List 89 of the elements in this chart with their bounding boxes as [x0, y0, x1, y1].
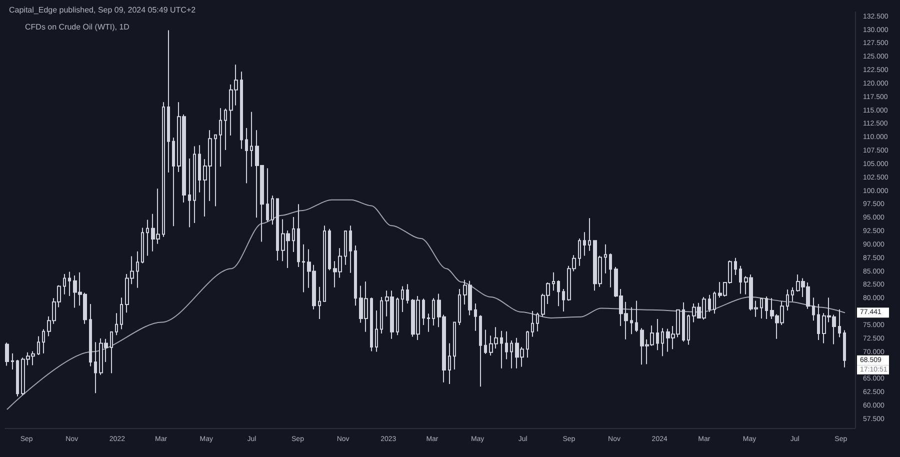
candlestick: [838, 308, 841, 338]
candlestick: [344, 230, 347, 266]
candlestick: [271, 195, 274, 226]
candlestick: [562, 288, 565, 312]
candlestick: [68, 271, 71, 296]
candlestick: [375, 310, 378, 352]
candlestick: [323, 225, 326, 302]
candlestick: [760, 298, 763, 319]
candlestick: [661, 328, 664, 357]
candlestick: [708, 294, 711, 313]
text: CFDs on Crude Oil (WTI), 1D: [25, 22, 130, 32]
candlestick: [739, 265, 742, 294]
candlestick: [765, 296, 768, 320]
candlestick: [136, 250, 139, 288]
candlestick: [474, 302, 477, 332]
candlestick: [526, 330, 529, 358]
candlestick: [172, 137, 175, 227]
candlestick: [713, 291, 716, 314]
candlestick: [11, 352, 14, 370]
candlestick: [349, 225, 352, 274]
candlestick: [609, 253, 612, 288]
candlestick: [146, 219, 149, 256]
candlestick: [791, 286, 794, 302]
candlestick: [16, 359, 19, 397]
candlestick: [141, 227, 144, 264]
candlestick: [448, 342, 451, 384]
candlestick: [266, 168, 269, 222]
candlestick: [583, 232, 586, 256]
candlestick: [318, 286, 321, 320]
candlestick: [193, 146, 196, 224]
chart-subtitle: Capital_Edge published, Sep 09, 2024 05:49 UTC+2: [9, 6, 196, 14]
candlestick: [240, 71, 243, 150]
candlestick: [843, 330, 846, 368]
candlestick: [302, 244, 305, 293]
candlestick: [510, 340, 513, 369]
candlestick: [110, 330, 113, 374]
candlestick: [588, 218, 591, 252]
candlestick: [63, 273, 66, 295]
candlestick: [167, 30, 170, 173]
candlestick: [427, 313, 430, 332]
candlestick: [604, 244, 607, 274]
candlestick: [245, 127, 248, 184]
candlestick: [531, 310, 534, 338]
candlestick: [224, 108, 227, 150]
line-series: [6, 199, 846, 410]
candlestick: [120, 297, 123, 330]
candlestick: [214, 134, 217, 207]
candlestick: [635, 300, 638, 332]
candlestick: [458, 288, 461, 326]
candlestick: [37, 336, 40, 356]
candlestick: [292, 216, 295, 252]
candlestick: [479, 314, 482, 388]
candlestick: [188, 158, 191, 228]
candlestick: [89, 304, 92, 367]
candlestick: [812, 297, 815, 322]
candlestick: [115, 312, 118, 336]
candlestick: [432, 298, 435, 326]
candlestick: [380, 296, 383, 334]
candlestick: [328, 228, 331, 271]
candlestick: [354, 244, 357, 306]
candlestick: [656, 318, 659, 351]
candlestick: [630, 306, 633, 335]
candlestick: [682, 302, 685, 342]
candlestick: [578, 238, 581, 266]
candlestick: [422, 298, 425, 326]
candlestick: [557, 280, 560, 307]
candlestick: [5, 342, 9, 366]
candlestick: [786, 289, 789, 311]
candlestick: [505, 330, 508, 360]
candlestick: [396, 297, 399, 336]
candlestick: [94, 342, 97, 394]
candlestick: [198, 144, 201, 193]
candlestick: [406, 284, 409, 304]
candlestick: [500, 330, 503, 369]
candlestick: [42, 328, 45, 354]
candlestick: [297, 204, 300, 268]
candlestick: [817, 304, 820, 340]
candlestick: [219, 108, 222, 168]
candlestick: [552, 272, 555, 292]
candlestick: [401, 286, 404, 313]
candlestick: [370, 297, 373, 352]
candlestick: [484, 329, 487, 354]
candlestick: [453, 321, 456, 370]
candlestick: [162, 102, 165, 238]
candlestick: [536, 312, 539, 332]
candlestick: [276, 198, 279, 262]
candlestick: [250, 111, 253, 168]
candlestick: [734, 257, 737, 276]
candlestick: [687, 314, 690, 346]
